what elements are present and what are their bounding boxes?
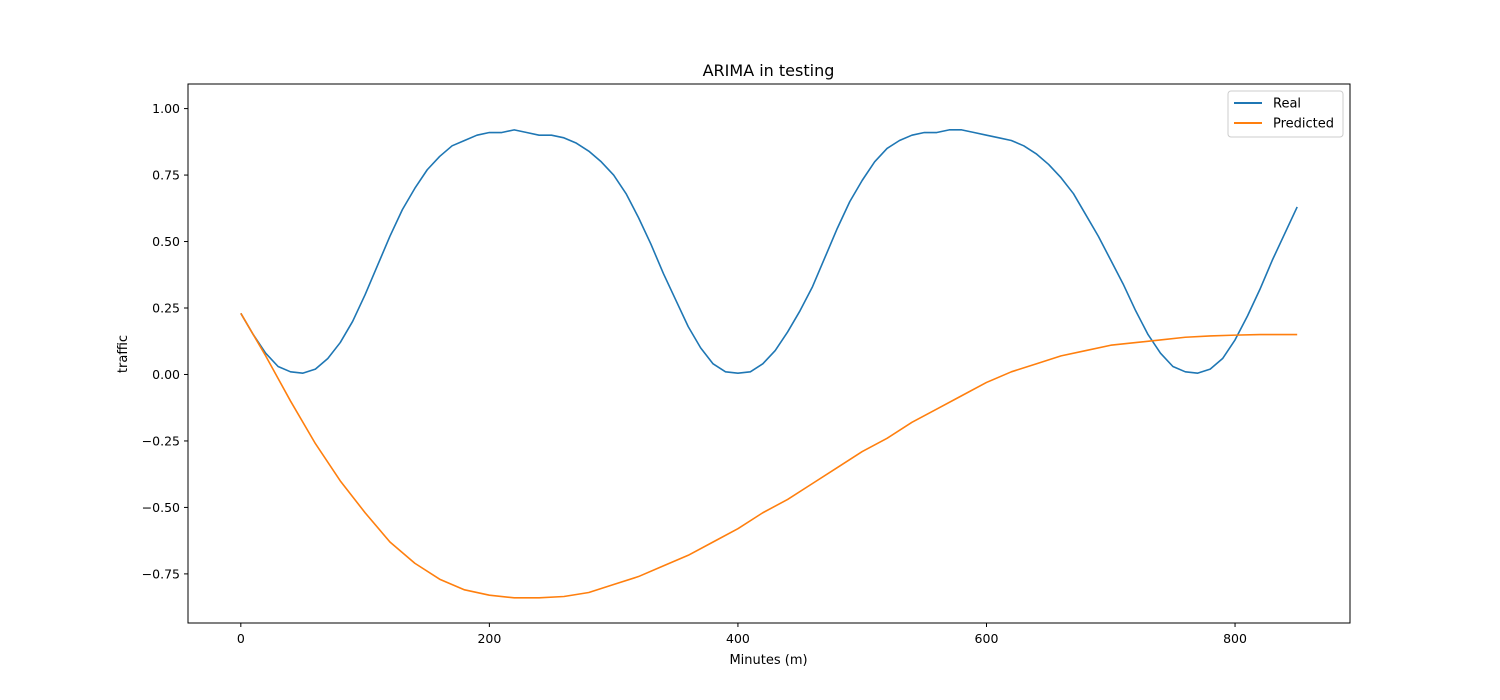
legend: Real Predicted [1227, 90, 1344, 138]
x-tick-label: 200 [477, 631, 501, 646]
plot-content [240, 129, 1298, 599]
y-tick-label: −0.25 [142, 433, 180, 448]
x-tick-label: 800 [1223, 631, 1247, 646]
y-tick-label: 0.25 [152, 301, 180, 316]
chart-title: ARIMA in testing [703, 61, 835, 80]
legend-label-real: Real [1273, 97, 1301, 112]
y-tick-label: −0.50 [142, 500, 180, 515]
y-axis-label: traffic [116, 335, 131, 373]
x-axis-ticks: 0 200 400 600 800 [237, 623, 1247, 646]
y-tick-label: 0.75 [152, 168, 180, 183]
series-line-real [240, 129, 1298, 374]
axes-frame [187, 83, 1351, 624]
y-axis-ticks: −0.75 −0.50 −0.25 0.00 0.25 0.50 0.75 1.00 [142, 101, 188, 581]
x-tick-label: 0 [237, 631, 245, 646]
x-tick-label: 600 [975, 631, 999, 646]
y-tick-label: 0.00 [152, 367, 180, 382]
y-tick-label: 0.50 [152, 234, 180, 249]
legend-label-predicted: Predicted [1273, 117, 1334, 132]
x-tick-label: 400 [726, 631, 750, 646]
series-line-predicted [240, 312, 1298, 599]
y-tick-label: 1.00 [152, 101, 180, 116]
y-tick-label: −0.75 [142, 566, 180, 581]
x-axis-label: Minutes (m) [729, 653, 807, 668]
